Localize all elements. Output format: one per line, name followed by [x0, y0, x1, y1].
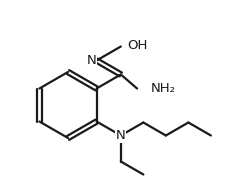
- Text: NH₂: NH₂: [151, 82, 176, 95]
- Text: OH: OH: [127, 39, 147, 52]
- Text: N: N: [87, 54, 97, 67]
- Text: N: N: [116, 129, 126, 142]
